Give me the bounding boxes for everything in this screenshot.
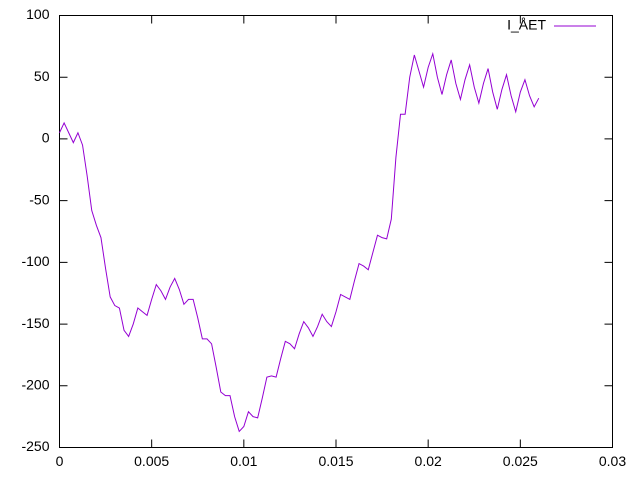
plot-frame	[59, 15, 613, 448]
y-tick-label: -250	[21, 438, 49, 454]
x-tick-label: 0.01	[230, 453, 257, 469]
y-tick-label: 0	[42, 130, 50, 146]
y-tick-label: -150	[21, 315, 49, 331]
y-tick-label: -100	[21, 253, 49, 269]
legend-label: I_ÅET	[507, 17, 546, 33]
x-tick-label: 0.03	[599, 453, 626, 469]
x-tick-label: 0.02	[415, 453, 442, 469]
y-tick-label: 100	[26, 6, 50, 22]
x-tick-label: 0	[56, 453, 64, 469]
y-tick-label: -200	[21, 376, 49, 392]
x-tick-label: 0.025	[503, 453, 538, 469]
y-tick-label: 50	[34, 68, 50, 84]
y-tick-label: -50	[29, 191, 49, 207]
data-line	[59, 51, 540, 433]
x-tick-label: 0.005	[134, 453, 169, 469]
x-tick-label: 0.015	[318, 453, 353, 469]
